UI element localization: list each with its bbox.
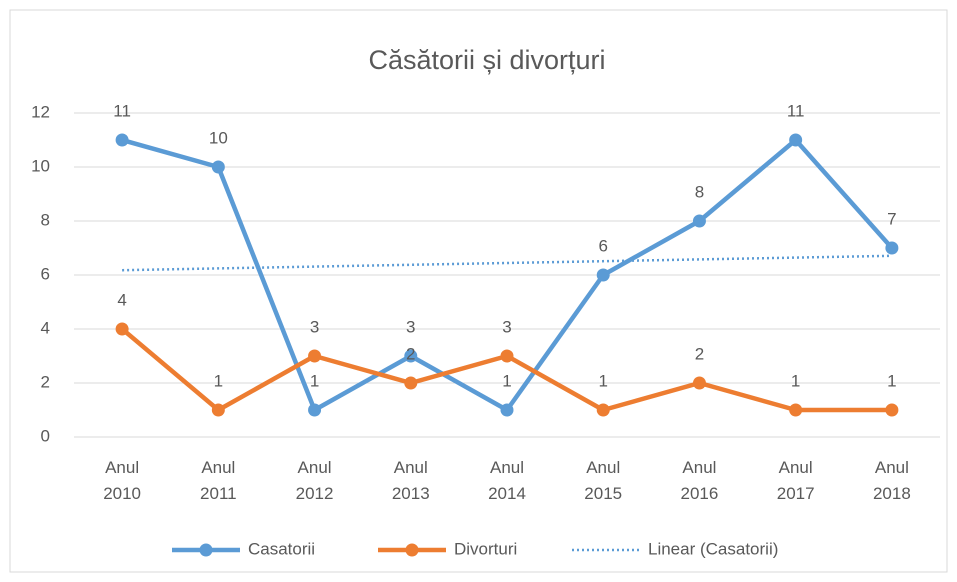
trendline (122, 254, 892, 272)
x-tick-label: Anul 2012 (295, 458, 334, 503)
point (500, 349, 514, 363)
data-label: 11 (113, 101, 131, 120)
data-label: 2 (695, 344, 704, 363)
legend-label: Linear (Casatorii) (648, 539, 778, 558)
data-label: 4 (117, 290, 126, 309)
point (115, 133, 129, 147)
y-tick-label: 8 (41, 210, 50, 229)
point (596, 268, 610, 282)
point (692, 214, 706, 228)
x-tick-label: Anul 2015 (584, 458, 623, 503)
x-tick-label: Anul 2013 (391, 458, 430, 503)
point (885, 403, 899, 417)
data-label: 1 (887, 371, 896, 390)
data-label: 3 (406, 317, 415, 336)
y-tick-label: 0 (41, 426, 50, 445)
data-label: 3 (310, 317, 319, 336)
y-tick-label: 2 (41, 372, 50, 391)
data-label: 6 (598, 236, 607, 255)
data-label: 10 (209, 128, 228, 147)
chart-border (9, 9, 948, 573)
data-label: 1 (598, 371, 607, 390)
x-tick-label: Anul 2010 (103, 458, 142, 503)
point (404, 349, 418, 363)
data-label: 2 (406, 344, 415, 363)
point (211, 160, 225, 174)
point (789, 403, 803, 417)
point (596, 403, 610, 417)
point (692, 376, 706, 390)
y-tick-label: 10 (31, 156, 50, 175)
point (500, 403, 514, 417)
point (308, 349, 322, 363)
point (404, 376, 418, 390)
point (308, 403, 322, 417)
legend-label: Divorturi (454, 539, 517, 558)
y-tick-label: 4 (41, 318, 50, 337)
chart-title: Căsătorii și divorțuri (368, 45, 605, 75)
data-label: 11 (787, 101, 805, 120)
data-label: 7 (887, 209, 896, 228)
point (115, 322, 129, 336)
x-tick-label: Anul 2016 (680, 458, 719, 503)
y-tick-label: 6 (41, 264, 50, 283)
data-label: 1 (502, 371, 511, 390)
x-tick-label: Anul 2011 (200, 458, 237, 503)
data-label: 3 (502, 317, 511, 336)
data-label: 1 (214, 371, 223, 390)
data-label: 8 (695, 182, 704, 201)
point (211, 403, 225, 417)
x-tick-label: Anul 2014 (488, 458, 526, 503)
data-label: 1 (310, 371, 319, 390)
point (885, 241, 899, 255)
x-tick-label: Anul 2018 (872, 458, 911, 503)
x-tick-label: Anul 2017 (776, 458, 815, 503)
legend-label: Casatorii (248, 539, 315, 558)
legend-marker (405, 543, 419, 557)
point (789, 133, 803, 147)
data-label: 1 (791, 371, 800, 390)
legend-marker (199, 543, 213, 557)
y-tick-label: 12 (31, 102, 50, 121)
